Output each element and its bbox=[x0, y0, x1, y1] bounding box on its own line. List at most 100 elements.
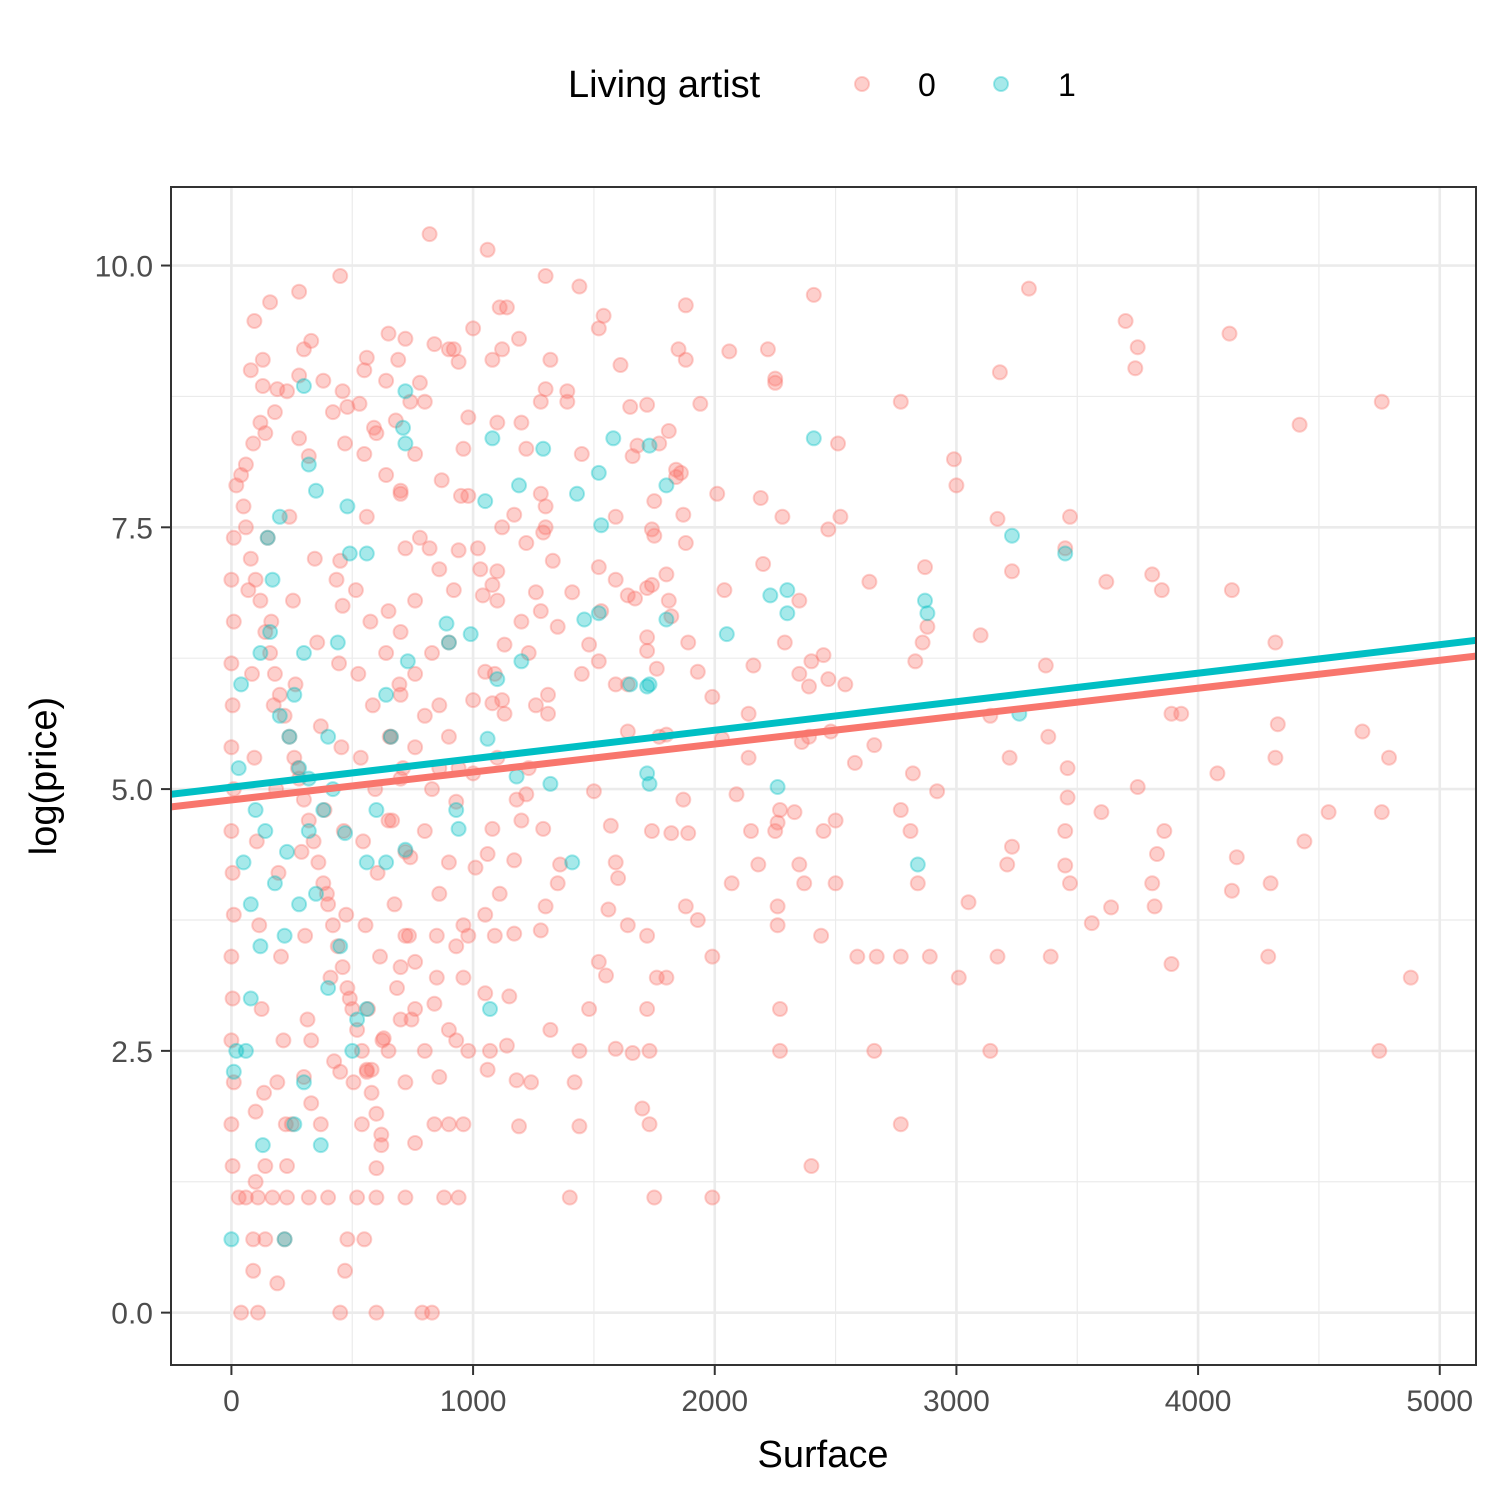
data-point-series-0 bbox=[646, 527, 663, 544]
x-axis: 0 1000 2000 3000 4000 5000 bbox=[223, 1365, 1473, 1418]
data-point-series-0 bbox=[496, 636, 513, 653]
data-point-series-0 bbox=[598, 967, 614, 984]
data-point-series-0 bbox=[312, 1116, 329, 1133]
data-point-series-0 bbox=[689, 663, 706, 680]
data-point-series-0 bbox=[590, 653, 607, 670]
data-point-series-0 bbox=[704, 948, 721, 965]
data-point-series-1 bbox=[450, 820, 467, 837]
regression-lines bbox=[171, 636, 1476, 811]
data-point-series-0 bbox=[269, 1074, 286, 1091]
data-point-series-0 bbox=[455, 969, 472, 986]
data-point-series-0 bbox=[401, 927, 417, 944]
data-point-series-0 bbox=[803, 653, 820, 670]
data-point-series-0 bbox=[397, 927, 414, 944]
data-point-series-0 bbox=[235, 498, 252, 515]
data-point-series-0 bbox=[801, 678, 817, 695]
data-point-series-0 bbox=[767, 374, 784, 391]
data-point-series-0 bbox=[224, 697, 241, 714]
data-point-series-0 bbox=[1098, 573, 1115, 590]
data-point-series-0 bbox=[1163, 956, 1180, 972]
data-point-series-0 bbox=[339, 398, 356, 415]
data-point-series-0 bbox=[989, 948, 1006, 965]
data-point-series-1 bbox=[228, 1042, 245, 1059]
data-point-series-1 bbox=[805, 430, 822, 447]
data-point-series-0 bbox=[668, 469, 685, 485]
data-point-series-0 bbox=[397, 843, 414, 860]
data-point-series-1 bbox=[368, 802, 385, 818]
x-tick-label: 0 bbox=[223, 1385, 240, 1418]
data-point-series-0 bbox=[1057, 823, 1074, 839]
data-point-series-0 bbox=[316, 802, 333, 818]
data-point-series-1 bbox=[291, 760, 308, 777]
data-point-series-1 bbox=[639, 765, 656, 782]
data-point-series-0 bbox=[300, 1189, 317, 1206]
data-point-series-0 bbox=[335, 823, 352, 839]
data-point-series-0 bbox=[247, 571, 264, 588]
data-point-series-0 bbox=[491, 299, 508, 316]
data-point-series-0 bbox=[1004, 563, 1020, 580]
data-point-series-0 bbox=[397, 1074, 414, 1091]
data-point-series-0 bbox=[767, 370, 784, 387]
data-point-series-0 bbox=[281, 728, 298, 745]
data-point-series-0 bbox=[269, 1275, 286, 1292]
data-point-series-0 bbox=[791, 856, 808, 873]
data-point-series-0 bbox=[675, 506, 692, 523]
data-point-series-0 bbox=[767, 823, 784, 839]
data-point-series-0 bbox=[369, 864, 386, 881]
data-point-series-0 bbox=[477, 985, 494, 1002]
data-point-series-0 bbox=[677, 535, 694, 551]
data-point-series-0 bbox=[233, 467, 250, 483]
data-point-series-1 bbox=[1004, 527, 1020, 544]
data-point-series-0 bbox=[827, 812, 844, 829]
data-point-series-0 bbox=[270, 864, 287, 881]
data-point-series-0 bbox=[460, 409, 477, 426]
data-point-series-0 bbox=[358, 508, 375, 525]
data-point-series-0 bbox=[315, 372, 332, 389]
data-point-series-0 bbox=[253, 1001, 270, 1017]
data-point-series-0 bbox=[426, 1116, 443, 1133]
data-point-series-0 bbox=[332, 1063, 349, 1080]
legend: Living artist 0 1 bbox=[568, 64, 1076, 106]
data-point-series-0 bbox=[254, 351, 271, 368]
data-point-series-0 bbox=[440, 854, 457, 871]
data-point-series-0 bbox=[1083, 915, 1100, 932]
data-point-series-1 bbox=[276, 927, 293, 944]
data-point-series-0 bbox=[224, 990, 241, 1007]
data-point-series-0 bbox=[224, 1158, 241, 1174]
data-point-series-0 bbox=[246, 313, 263, 329]
data-point-series-1 bbox=[315, 802, 332, 818]
data-point-series-1 bbox=[291, 896, 308, 913]
data-point-series-0 bbox=[542, 351, 559, 368]
data-point-series-1 bbox=[295, 1074, 312, 1091]
data-point-series-0 bbox=[251, 917, 268, 934]
data-point-series-0 bbox=[660, 423, 677, 439]
data-point-series-0 bbox=[407, 1001, 424, 1017]
data-point-series-1 bbox=[477, 493, 494, 510]
data-point-series-0 bbox=[1129, 779, 1146, 795]
data-point-series-1 bbox=[576, 611, 593, 628]
data-point-series-0 bbox=[431, 1069, 448, 1085]
data-point-series-0 bbox=[445, 582, 462, 599]
data-point-series-0 bbox=[929, 783, 946, 800]
data-point-series-0 bbox=[571, 278, 588, 295]
data-point-series-1 bbox=[397, 841, 414, 858]
data-point-series-0 bbox=[1059, 760, 1076, 777]
data-point-series-0 bbox=[460, 1042, 477, 1059]
data-point-series-0 bbox=[677, 898, 694, 915]
data-point-series-0 bbox=[368, 425, 385, 442]
data-point-series-0 bbox=[914, 634, 931, 651]
data-point-series-1 bbox=[262, 624, 279, 640]
data-point-series-0 bbox=[1093, 804, 1110, 821]
data-point-series-0 bbox=[250, 1304, 266, 1321]
data-point-series-0 bbox=[508, 791, 525, 808]
data-point-series-1 bbox=[252, 938, 269, 955]
data-point-series-0 bbox=[256, 1084, 272, 1101]
data-point-series-0 bbox=[755, 556, 772, 572]
data-point-series-0 bbox=[305, 833, 322, 850]
data-point-series-0 bbox=[360, 1001, 376, 1017]
data-point-series-0 bbox=[581, 1001, 598, 1017]
data-point-series-0 bbox=[287, 676, 304, 693]
data-point-series-0 bbox=[303, 332, 320, 349]
data-point-series-1 bbox=[237, 1042, 254, 1059]
data-point-series-0 bbox=[275, 1032, 292, 1049]
